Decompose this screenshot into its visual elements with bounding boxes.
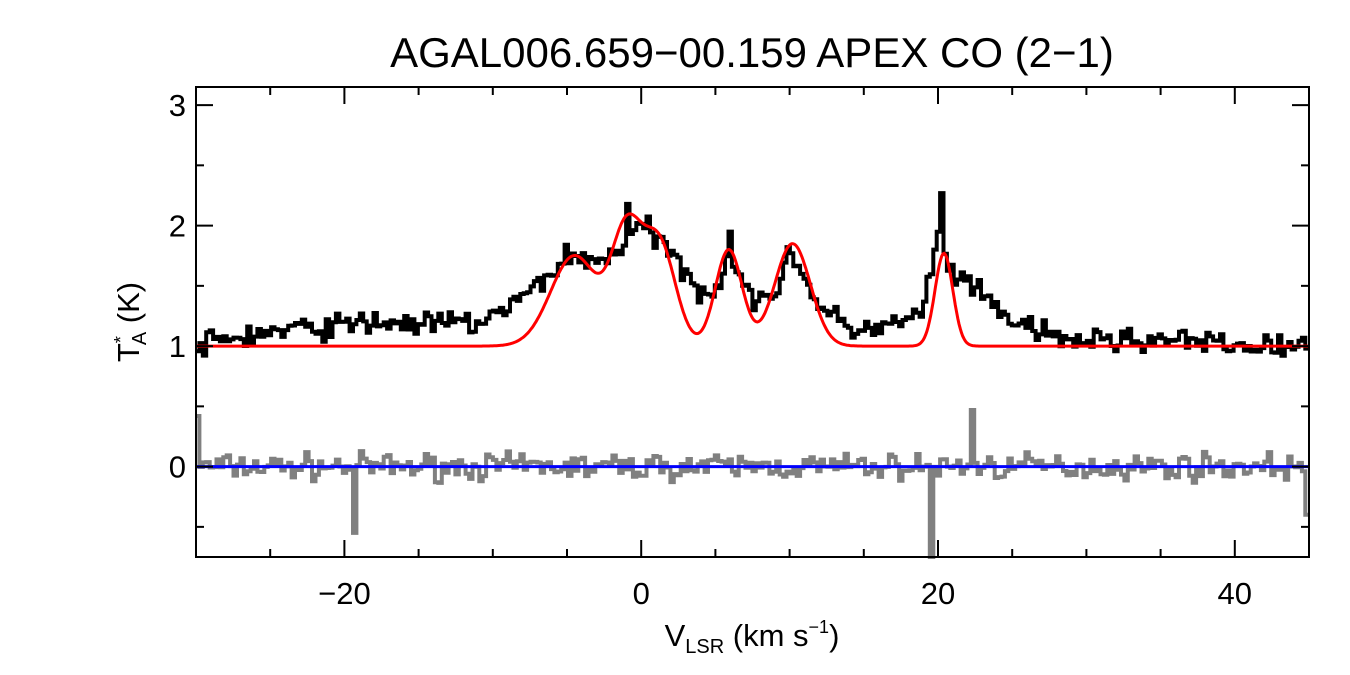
y-axis-label-subscript: A bbox=[129, 331, 151, 345]
x-tick-label: −20 bbox=[318, 576, 371, 611]
gaussian-fit-line bbox=[196, 212, 1309, 348]
x-axis-label: VLSR (km s−1) bbox=[665, 617, 840, 658]
observed-spectrum bbox=[196, 191, 1309, 358]
x-axis-label-unit: (km s bbox=[724, 618, 808, 653]
chart-title: AGAL006.659−00.159 APEX CO (2−1) bbox=[390, 29, 1114, 76]
x-axis-label-close: ) bbox=[829, 618, 839, 653]
residual-spectrum bbox=[196, 408, 1309, 559]
x-tick-label: 20 bbox=[921, 576, 955, 611]
y-axis-label: T*A (K) bbox=[111, 282, 151, 362]
y-axis-label-unit: (K) bbox=[111, 282, 146, 332]
tick-labels: −20 0 20 40 0 1 2 3 bbox=[169, 88, 1252, 611]
x-tick-label: 40 bbox=[1218, 576, 1252, 611]
y-tick-label: 3 bbox=[169, 88, 186, 123]
x-axis-label-subscript: LSR bbox=[685, 636, 724, 658]
x-axis-label-main: V bbox=[665, 618, 686, 653]
x-axis-label-exponent: −1 bbox=[809, 617, 830, 637]
x-tick-label: 0 bbox=[633, 576, 650, 611]
y-axis-label-main: T bbox=[111, 343, 146, 362]
plot-marks bbox=[196, 191, 1309, 559]
tick-marks bbox=[195, 87, 1310, 557]
y-tick-label: 1 bbox=[169, 329, 186, 364]
y-tick-label: 0 bbox=[169, 450, 186, 485]
y-tick-label: 2 bbox=[169, 209, 186, 244]
plot-frame bbox=[195, 86, 1310, 558]
y-axis-label-superscript: * bbox=[111, 336, 131, 343]
